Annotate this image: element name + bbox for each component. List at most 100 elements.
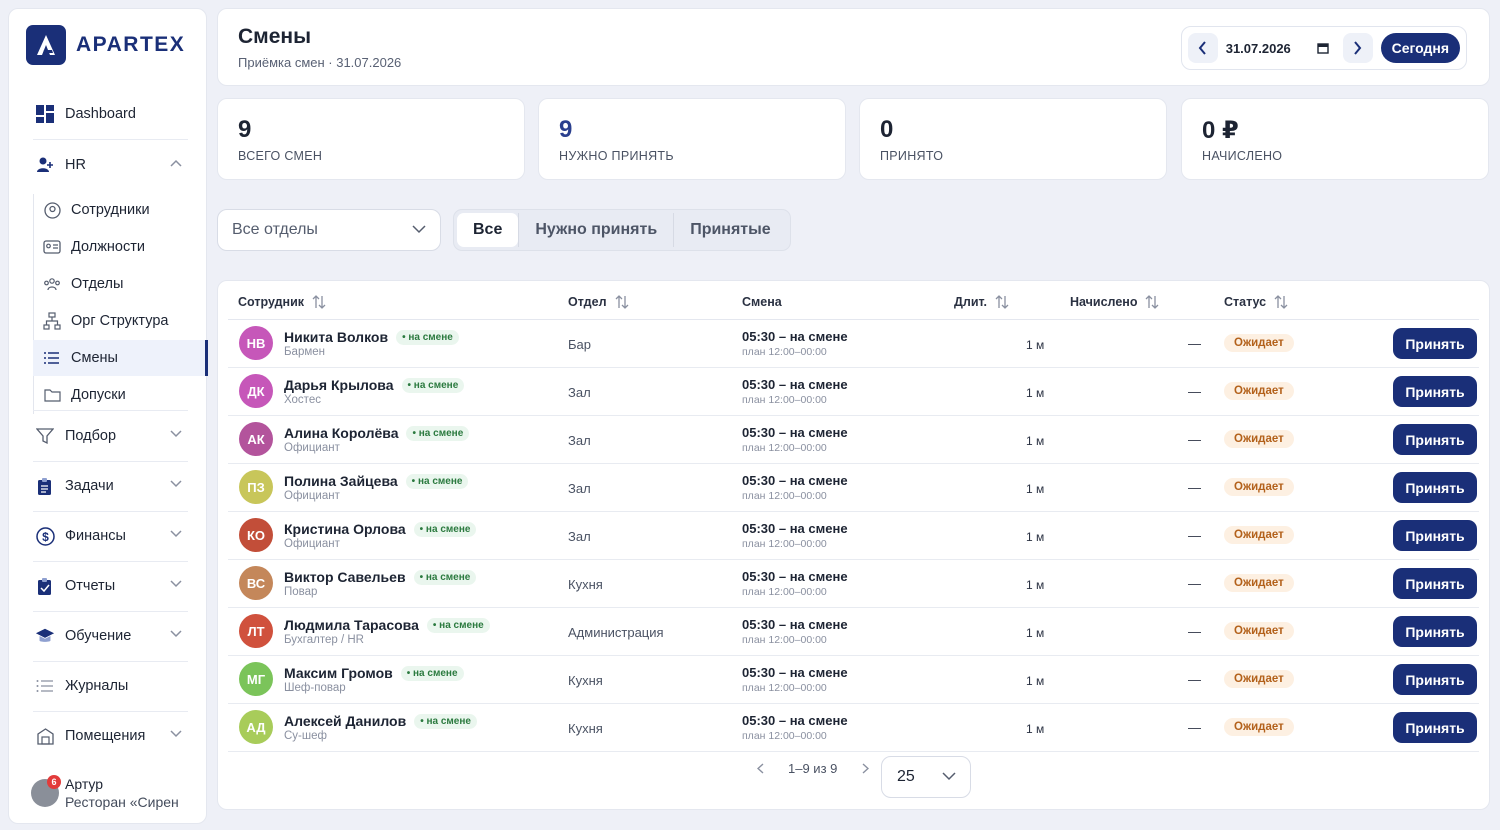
accept-button[interactable]: Принять [1393, 376, 1477, 407]
employee-role: Официант [284, 490, 340, 502]
user-org: Ресторан «Сирен [65, 794, 179, 810]
duration-cell: 1 м [1026, 482, 1045, 496]
nav-training[interactable]: Обучение [9, 611, 206, 661]
employee-name[interactable]: Людмила Тарасова • на смене [284, 617, 490, 633]
status-badge: Ожидает [1224, 622, 1294, 640]
table-row: ПЗ Полина Зайцева • на смене Официант За… [228, 464, 1479, 512]
nav-rooms[interactable]: Помещения [9, 711, 206, 761]
notification-badge: 6 [47, 775, 61, 789]
accept-button[interactable]: Принять [1393, 424, 1477, 455]
column-header-employee[interactable]: Сотрудник [238, 295, 326, 309]
department-cell: Кухня [568, 673, 603, 688]
tab-all[interactable]: Все [457, 213, 519, 247]
avatar: ЛТ [239, 614, 273, 648]
chevron-down-icon [170, 730, 182, 738]
sidebar-item-shifts[interactable]: Смены [33, 340, 208, 376]
earned-cell: — [1188, 432, 1201, 447]
next-page-button[interactable] [855, 763, 875, 774]
duration-cell: 1 м [1026, 722, 1045, 736]
accept-button[interactable]: Принять [1393, 616, 1477, 647]
on-shift-badge: • на смене [396, 329, 459, 345]
nav-hr-label: HR [65, 157, 86, 173]
accept-button[interactable]: Принять [1393, 520, 1477, 551]
date-input[interactable]: 31.07.2026 [1225, 40, 1291, 56]
department-cell: Зал [568, 481, 591, 496]
sort-icon [1274, 295, 1288, 309]
department-cell: Зал [568, 529, 591, 544]
employee-name[interactable]: Кристина Орлова • на смене [284, 521, 477, 537]
column-header-dept[interactable]: Отдел [568, 295, 629, 309]
earned-cell: — [1188, 720, 1201, 735]
nav-reports[interactable]: Отчеты [9, 561, 206, 611]
table-row: ДК Дарья Крылова • на смене Хостес Зал 0… [228, 368, 1479, 416]
accept-button[interactable]: Принять [1393, 568, 1477, 599]
sidebar-item-departments[interactable]: Отделы [33, 266, 208, 302]
user-profile[interactable]: 6 Артур Ресторан «Сирен [31, 775, 179, 811]
column-header-duration[interactable]: Длит. [954, 295, 1009, 309]
stat-value: 9 [559, 116, 573, 143]
status-badge: Ожидает [1224, 526, 1294, 544]
nav-dashboard[interactable]: Dashboard [9, 89, 206, 139]
nav-finance[interactable]: $ Финансы [9, 511, 206, 561]
list-icon [35, 676, 55, 696]
logo[interactable]: APARTEX [26, 25, 185, 65]
avatar: ПЗ [239, 470, 273, 504]
employee-name[interactable]: Алина Королёва • на смене [284, 425, 470, 441]
accept-button[interactable]: Принять [1393, 712, 1477, 743]
accept-button[interactable]: Принять [1393, 664, 1477, 695]
shift-time: 05:30 – на смене [742, 665, 848, 680]
chevron-down-icon [170, 480, 182, 488]
sidebar-item-org-structure[interactable]: Орг Структура [33, 303, 208, 339]
status-badge: Ожидает [1224, 670, 1294, 688]
calendar-icon[interactable] [1317, 42, 1329, 54]
user-add-icon [35, 155, 55, 175]
next-day-button[interactable] [1342, 33, 1373, 63]
earned-cell: — [1188, 576, 1201, 591]
nav-hr[interactable]: HR [9, 140, 206, 190]
shift-plan: план 12:00–00:00 [742, 682, 827, 694]
status-badge: Ожидает [1224, 478, 1294, 496]
stat-label: ПРИНЯТО [880, 149, 944, 163]
accept-button[interactable]: Принять [1393, 472, 1477, 503]
on-shift-badge: • на смене [406, 425, 470, 441]
column-header-shift: Смена [742, 295, 782, 309]
nav-recruit[interactable]: Подбор [9, 411, 206, 461]
sidebar-item-employees[interactable]: Сотрудники [33, 192, 208, 228]
stat-card-accepted: 0 ПРИНЯТО [859, 98, 1167, 180]
status-badge: Ожидает [1224, 382, 1294, 400]
stat-value: 0 ₽ [1202, 117, 1239, 144]
employee-name[interactable]: Максим Громов • на смене [284, 665, 464, 681]
tab-accepted[interactable]: Принятые [690, 221, 771, 238]
tab-pending[interactable]: Нужно принять [535, 221, 658, 238]
prev-page-button[interactable] [750, 763, 770, 774]
shift-time: 05:30 – на смене [742, 521, 848, 536]
chevron-left-icon [1199, 41, 1207, 55]
user-name: Артур [65, 776, 104, 792]
department-select[interactable]: Все отделы [217, 209, 441, 251]
employee-name[interactable]: Виктор Савельев • на смене [284, 569, 477, 585]
employee-role: Бухгалтер / HR [284, 634, 364, 646]
employee-name[interactable]: Полина Зайцева • на смене [284, 473, 469, 489]
accept-button[interactable]: Принять [1393, 328, 1477, 359]
svg-text:$: $ [42, 530, 49, 544]
shift-time: 05:30 – на смене [742, 377, 848, 392]
sidebar-item-permits[interactable]: Допуски [33, 377, 208, 413]
today-button[interactable]: Сегодня [1380, 33, 1460, 63]
duration-cell: 1 м [1026, 626, 1045, 640]
page-size-select[interactable]: 25 [881, 756, 971, 798]
employee-name[interactable]: Дарья Крылова • на смене [284, 377, 465, 393]
shift-plan: план 12:00–00:00 [742, 346, 827, 358]
column-header-earned[interactable]: Начислено [1070, 295, 1159, 309]
nav-journals[interactable]: Журналы [9, 661, 206, 711]
employee-name[interactable]: Никита Волков • на смене [284, 329, 459, 345]
page-range: 1–9 из 9 [788, 761, 838, 776]
nav-tasks[interactable]: Задачи [9, 461, 206, 511]
earned-cell: — [1188, 480, 1201, 495]
column-header-status[interactable]: Статус [1224, 295, 1288, 309]
sidebar-item-positions[interactable]: Должности [33, 229, 208, 265]
shift-time: 05:30 – на смене [742, 329, 848, 344]
employee-name[interactable]: Алексей Данилов • на смене [284, 713, 477, 729]
list-icon [43, 349, 61, 367]
chevron-up-icon [170, 159, 182, 167]
prev-day-button[interactable] [1188, 33, 1218, 63]
